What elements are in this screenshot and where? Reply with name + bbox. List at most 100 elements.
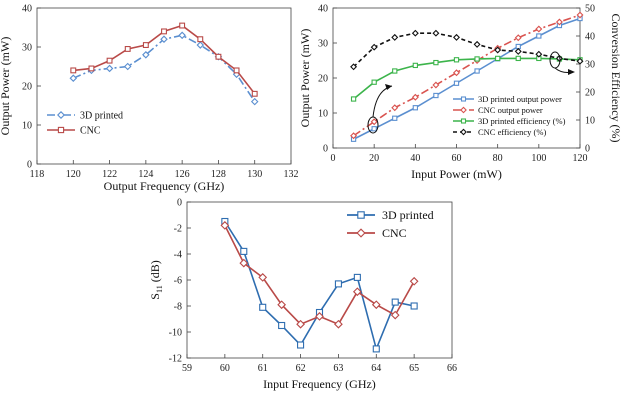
data-point bbox=[392, 68, 398, 74]
data-point bbox=[432, 81, 440, 89]
data-point bbox=[432, 29, 440, 37]
y-axis-label: Output Power (mW) bbox=[0, 37, 12, 136]
legend-label: CNC efficiency (%) bbox=[478, 127, 546, 137]
data-point bbox=[474, 56, 480, 62]
data-point bbox=[220, 221, 230, 230]
data-point bbox=[239, 258, 249, 268]
annotation-arrowhead-left bbox=[385, 84, 392, 90]
x-tick-label: 62 bbox=[296, 363, 306, 374]
x-tick-label: 100 bbox=[531, 153, 546, 164]
y-right-tick-label: 40 bbox=[585, 32, 595, 43]
series-line-1 bbox=[353, 14, 581, 137]
data-point bbox=[576, 11, 584, 19]
data-point bbox=[392, 115, 398, 121]
legend-label: 3D printed efficiency (%) bbox=[478, 116, 566, 126]
y-tick-label: 30 bbox=[22, 43, 32, 54]
x-tick-label: 120 bbox=[573, 153, 588, 164]
x-tick-label: 132 bbox=[284, 169, 299, 180]
y-tick-label: -12 bbox=[169, 354, 182, 365]
legend-marker bbox=[57, 126, 65, 134]
annotation-arrowhead-right bbox=[568, 69, 575, 75]
data-point bbox=[474, 68, 480, 74]
annotation-arrow-left bbox=[372, 85, 393, 118]
chart-1: 118 120 122 124 126 128 130 132 0 10 20 30 40 Output … bbox=[0, 4, 299, 194]
series-line-0 bbox=[353, 17, 581, 140]
y-axis-label-unit: (dB) bbox=[148, 260, 162, 285]
data-point bbox=[453, 57, 460, 63]
x-tick-label: 128 bbox=[211, 169, 226, 180]
data-point bbox=[433, 92, 439, 99]
data-point bbox=[514, 47, 522, 55]
data-point bbox=[88, 65, 95, 72]
y-right-tick-label: 30 bbox=[585, 60, 595, 71]
x-tick-label: 59 bbox=[182, 363, 192, 374]
data-point bbox=[350, 96, 357, 102]
data-point bbox=[240, 247, 248, 255]
data-point bbox=[412, 62, 418, 69]
y-tick-label: 0 bbox=[27, 160, 32, 171]
data-point bbox=[297, 341, 305, 349]
data-point bbox=[142, 51, 150, 59]
data-point bbox=[69, 74, 78, 82]
x-tick-label: 60 bbox=[220, 363, 230, 374]
y-tick-label: 40 bbox=[22, 4, 32, 15]
data-point bbox=[123, 62, 132, 71]
y-tick-label: 10 bbox=[22, 121, 32, 132]
data-point bbox=[334, 280, 342, 288]
data-point bbox=[390, 310, 400, 320]
x-tick-label: 126 bbox=[175, 169, 190, 180]
data-point bbox=[391, 33, 399, 41]
data-point bbox=[453, 33, 460, 41]
y-tick-label: 0 bbox=[323, 144, 328, 155]
data-point bbox=[197, 36, 204, 43]
x-axis-label: Output Frequency (GHz) bbox=[104, 179, 225, 193]
x-axis-label: Input Frequency (GHz) bbox=[263, 377, 376, 391]
x-tick-label: 65 bbox=[409, 363, 419, 374]
x-tick-label: 66 bbox=[447, 363, 457, 374]
series-line-2 bbox=[353, 57, 581, 100]
x-tick-label: 20 bbox=[369, 153, 379, 164]
y-tick-label: 20 bbox=[318, 74, 328, 85]
data-point bbox=[411, 93, 419, 101]
data-point bbox=[535, 25, 543, 33]
legend-marker bbox=[460, 128, 467, 136]
data-point bbox=[278, 321, 286, 330]
y-tick-label: 20 bbox=[22, 82, 32, 93]
y-tick-label: -2 bbox=[174, 224, 182, 235]
data-point bbox=[371, 79, 377, 85]
y-tick-label: 10 bbox=[318, 109, 328, 120]
x-tick-label: 64 bbox=[371, 363, 381, 374]
x-tick-label: 60 bbox=[452, 153, 462, 164]
y-right-tick-label: 10 bbox=[585, 116, 595, 127]
data-point bbox=[371, 300, 381, 310]
legend-label: CNC bbox=[80, 126, 101, 137]
data-point bbox=[196, 41, 205, 49]
x-tick-label: 0 bbox=[331, 153, 336, 164]
legend-label: CNC output power bbox=[478, 105, 543, 115]
legend-label: 3D printed bbox=[80, 111, 123, 122]
data-point bbox=[296, 319, 305, 329]
x-tick-label: 122 bbox=[102, 169, 117, 180]
chart-3: 59 60 61 62 63 64 65 66 -12 -10 -8 -6 -4 -2 0 Input Fre… bbox=[148, 198, 457, 392]
legend-marker bbox=[460, 106, 467, 114]
data-point bbox=[350, 63, 358, 71]
y-axis-label: Output Power (mW) bbox=[298, 29, 312, 128]
data-point bbox=[370, 118, 378, 126]
series-line-0 bbox=[224, 221, 415, 352]
legend-marker bbox=[460, 118, 467, 124]
data-point bbox=[495, 55, 501, 62]
data-point bbox=[473, 40, 481, 48]
y-tick-label: -6 bbox=[174, 276, 182, 287]
data-point bbox=[178, 31, 186, 40]
data-point bbox=[142, 42, 149, 49]
data-point bbox=[410, 302, 418, 310]
data-point bbox=[494, 46, 502, 54]
y-tick-label: 0 bbox=[177, 198, 182, 209]
data-point bbox=[536, 33, 542, 39]
data-point bbox=[409, 276, 419, 286]
data-point bbox=[250, 97, 259, 106]
data-point bbox=[372, 345, 380, 353]
data-point bbox=[161, 28, 167, 35]
